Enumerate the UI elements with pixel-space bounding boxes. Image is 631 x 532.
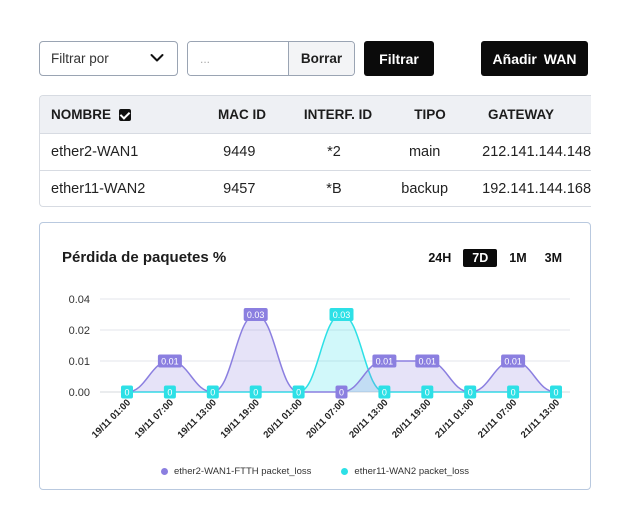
cell-name: ether11-WAN2: [51, 180, 146, 197]
data-label-bg: [329, 308, 354, 321]
column-header-interface-id: INTERF. ID: [303, 107, 373, 122]
x-tick-label: 21/11 13:00: [519, 397, 562, 440]
cell-name: ether2-WAN1: [51, 144, 139, 160]
data-label-bg: [415, 354, 440, 368]
search-input[interactable]: [188, 42, 288, 75]
packet-loss-chart: 0.04 0.02 0.01 0.00 0.01 0.03 0 0.01 0.01 0.01 0 0 0…: [69, 294, 570, 441]
column-header-name[interactable]: NOMBRE: [40, 107, 202, 122]
data-label-bg: [206, 385, 219, 399]
table-row[interactable]: ether11-WAN2 9457 *B backup 192.141.144.…: [40, 170, 591, 206]
data-label: 0: [296, 388, 301, 398]
x-tick-label: 19/11 19:00: [219, 397, 262, 440]
x-tick-label: 21/11 07:00: [476, 397, 519, 440]
x-tick-label: 20/11 07:00: [304, 397, 347, 440]
data-label: 0: [339, 388, 344, 398]
add-wan-button[interactable]: Añadir WAN: [481, 41, 588, 76]
data-label-bg: [464, 385, 477, 399]
series-1-area: [127, 314, 556, 392]
table-header: NOMBRE MAC ID INTERF. ID TIPO GATEWAY: [40, 96, 591, 134]
data-label: 0.01: [376, 357, 394, 367]
data-label: 0: [167, 388, 172, 398]
range-1m[interactable]: 1M: [509, 251, 527, 265]
cell-interface-id: *B: [326, 180, 342, 197]
x-tick-label: 19/11 01:00: [90, 397, 133, 440]
legend-label: ether2-WAN1-FTTH packet_loss: [173, 466, 312, 477]
legend-item-series2[interactable]: ether11-WAN2 packet_loss: [341, 466, 469, 477]
clear-button[interactable]: Borrar: [288, 42, 354, 75]
data-label: 0: [124, 388, 129, 398]
data-label-bg: [157, 354, 182, 368]
column-header-type: TIPO: [414, 107, 446, 122]
cell-gateway: 212.141.144.148: [482, 144, 591, 160]
filter-by-select-value: Filtrar por: [51, 51, 109, 66]
x-tick-label: 21/11 01:00: [433, 397, 476, 440]
data-label: 0.03: [333, 310, 351, 320]
chart-legend: ether2-WAN1-FTTH packet_loss ether11-WAN…: [40, 466, 590, 477]
select-all-checkbox[interactable]: [119, 108, 131, 121]
data-label: 0.01: [161, 357, 179, 367]
column-header-mac-id: MAC ID: [218, 107, 266, 122]
cell-type: main: [408, 144, 441, 160]
data-label-bg: [163, 385, 176, 399]
x-tick-label: 20/11 19:00: [390, 397, 433, 440]
search-group: Borrar: [187, 41, 355, 76]
data-label-bg: [121, 385, 133, 399]
data-label: 0.03: [247, 310, 265, 320]
data-label-bg: [550, 385, 562, 399]
series-1-line: [126, 313, 557, 393]
legend-dot: [341, 468, 349, 475]
cell-type: backup: [401, 180, 449, 197]
data-label-bg: [421, 385, 434, 399]
x-tick-label: 20/11 01:00: [261, 397, 304, 440]
chevron-down-icon: [150, 54, 164, 62]
data-label-bg: [249, 385, 262, 399]
filter-button[interactable]: Filtrar: [364, 41, 434, 76]
x-tick-label: 19/11 07:00: [133, 397, 176, 440]
legend-label: ether11-WAN2 packet_loss: [354, 466, 470, 477]
wan-table: NOMBRE MAC ID INTERF. ID TIPO GATEWAY et…: [39, 95, 591, 207]
data-label: 0: [382, 388, 387, 398]
packet-loss-card: 0.04 0.02 0.01 0.00 0.01 0.03 0 0.01 0.01 0.01 0 0 0…: [39, 222, 591, 490]
data-label: 0: [425, 388, 430, 398]
data-label-bg: [243, 308, 268, 321]
range-3m[interactable]: 3M: [544, 251, 562, 265]
time-range-selector: 24H 7D 1M 3M: [422, 249, 568, 267]
data-label: 0.01: [419, 357, 437, 367]
x-tick-label: 19/11 13:00: [176, 397, 219, 440]
data-label-bg: [378, 385, 391, 399]
column-header-name-label: NOMBRE: [51, 107, 111, 122]
legend-dot: [160, 468, 168, 475]
data-label-bg: [507, 385, 520, 399]
range-7d[interactable]: 7D: [463, 249, 498, 267]
y-tick-label: 0.04: [69, 294, 90, 306]
y-tick-label: 0.00: [69, 387, 90, 399]
data-label-bg: [292, 385, 305, 399]
chart-title: Pérdida de paquetes %: [62, 249, 227, 266]
cell-mac-id: 9449: [223, 144, 256, 160]
series-2-area: [127, 314, 556, 392]
data-label-bg: [501, 354, 526, 368]
table-row[interactable]: ether2-WAN1 9449 *2 main 212.141.144.148: [40, 134, 591, 170]
data-label: 0: [253, 388, 258, 398]
column-header-gateway: GATEWAY: [488, 107, 555, 122]
cell-mac-id: 9457: [223, 180, 256, 197]
data-label: 0: [553, 388, 558, 398]
cell-interface-id: *2: [327, 144, 341, 160]
range-24h[interactable]: 24H: [428, 251, 452, 265]
y-tick-label: 0.02: [69, 325, 90, 337]
filter-by-select[interactable]: Filtrar por: [39, 41, 178, 76]
data-label: 0: [210, 388, 215, 398]
y-tick-label: 0.01: [69, 356, 90, 368]
data-label: 0.01: [504, 357, 522, 367]
data-label: 0: [468, 388, 473, 398]
toolbar: Filtrar por Borrar Filtrar Añadir WAN: [39, 41, 599, 76]
data-label: 0: [511, 388, 516, 398]
legend-item-series1[interactable]: ether2-WAN1-FTTH packet_loss: [160, 466, 312, 477]
cell-gateway: 192.141.144.168: [482, 180, 591, 197]
data-label-bg: [335, 385, 348, 399]
data-label-bg: [372, 354, 397, 368]
x-tick-label: 20/11 13:00: [347, 397, 390, 440]
